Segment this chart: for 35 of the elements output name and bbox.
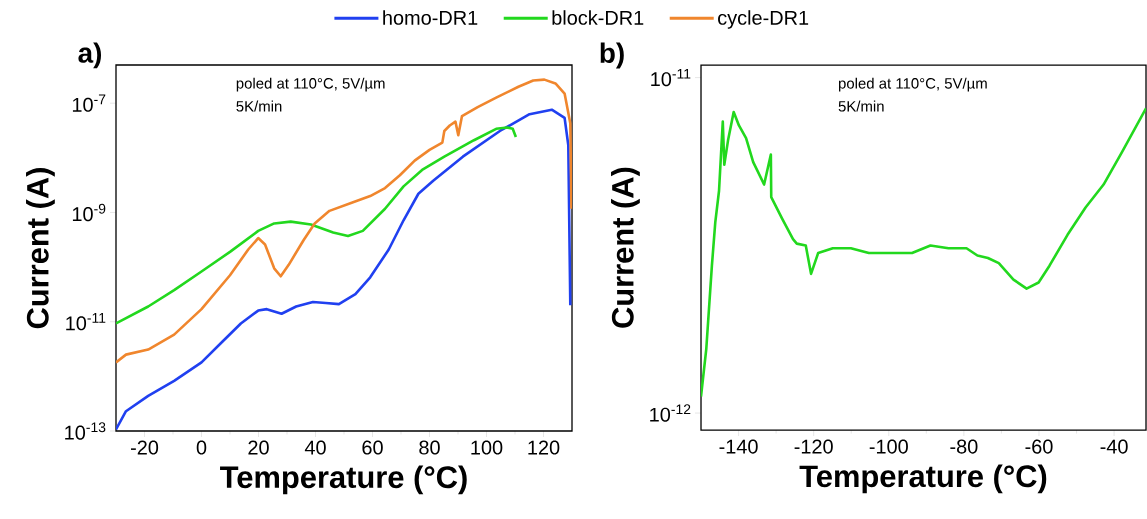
x-tick-label: -60 [1025, 439, 1053, 454]
x-tick-label: 100 [471, 440, 503, 455]
chart-title: a) [78, 42, 102, 69]
y-tick-label: 10$^{-7}$ [72, 94, 106, 112]
legend-label: homo-DR1 [383, 10, 478, 25]
y-tick-label: 10$^{-9}$ [72, 203, 106, 222]
y-tick-label: 10$^{-13}$ [65, 422, 106, 440]
x-axis-title: Temperature (°C) [799, 464, 1047, 494]
annotation: poled at 110°C, 5V/µm [839, 77, 987, 92]
annotation: 5K/min [236, 100, 282, 112]
line-series [116, 126, 518, 325]
y-axis-title: Current (A) [26, 168, 55, 329]
x-tick-label: 120 [528, 440, 560, 455]
x-tick-label: 40 [304, 440, 326, 455]
x-tick-label: -80 [950, 439, 978, 454]
x-tick-label: 20 [248, 440, 269, 455]
annotation: 5K/min [838, 100, 884, 112]
x-tick-label: -20 [130, 440, 159, 455]
x-tick-label: 80 [419, 440, 440, 455]
y-tick-label: 10$^{-11}$ [66, 313, 106, 331]
annotation: poled at 110°C, 5V/µm [236, 77, 385, 92]
legend-label: cycle-DR1 [718, 10, 809, 29]
x-tick-label: -120 [794, 439, 833, 454]
x-tick-label: 0 [196, 440, 207, 455]
line-series [116, 78, 572, 364]
x-tick-label: -140 [719, 439, 758, 454]
y-axis-title: Current (A) [611, 167, 640, 328]
y-tick-label: 10$^{-11}$ [651, 68, 691, 87]
y-tick-label: 10$^{-12}$ [650, 404, 691, 422]
x-axis-title: Temperature (°C) [220, 465, 467, 495]
x-tick-label: 60 [362, 440, 383, 455]
legend-label: block-DR1 [552, 10, 644, 25]
chart-title: b) [600, 42, 624, 69]
x-tick-label: -100 [869, 439, 908, 454]
x-tick-label: -40 [1100, 439, 1128, 454]
